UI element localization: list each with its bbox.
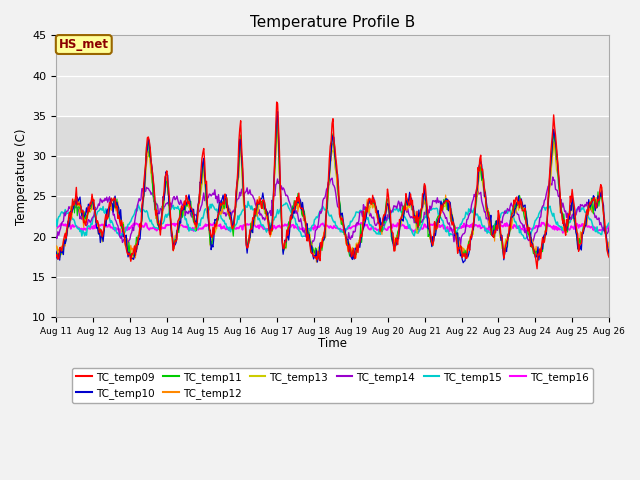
Legend: TC_temp09, TC_temp10, TC_temp11, TC_temp12, TC_temp13, TC_temp14, TC_temp15, TC_: TC_temp09, TC_temp10, TC_temp11, TC_temp… bbox=[72, 368, 593, 403]
Line: TC_temp09: TC_temp09 bbox=[56, 102, 609, 269]
TC_temp12 bbox=[605, 246, 613, 252]
TC_temp11 bbox=[423, 212, 431, 218]
TC_temp16 bbox=[152, 226, 159, 232]
Line: TC_temp11: TC_temp11 bbox=[56, 118, 609, 262]
TC_temp12 bbox=[312, 259, 320, 265]
TC_temp10 bbox=[150, 186, 157, 192]
TC_temp13 bbox=[423, 212, 431, 217]
TC_temp13 bbox=[151, 201, 159, 206]
TC_temp16 bbox=[423, 224, 431, 230]
TC_temp10 bbox=[195, 201, 202, 207]
Y-axis label: Temperature (C): Temperature (C) bbox=[15, 128, 28, 225]
TC_temp09 bbox=[470, 221, 477, 227]
TC_temp15 bbox=[303, 231, 311, 237]
TC_temp15 bbox=[605, 220, 613, 226]
TC_temp16 bbox=[304, 226, 312, 232]
TC_temp09 bbox=[195, 202, 202, 208]
TC_temp09 bbox=[303, 238, 311, 244]
TC_temp16 bbox=[380, 224, 388, 230]
TC_temp14 bbox=[605, 226, 613, 231]
TC_temp09 bbox=[150, 182, 157, 188]
Line: TC_temp12: TC_temp12 bbox=[56, 125, 609, 262]
TC_temp09 bbox=[605, 254, 613, 260]
TC_temp11 bbox=[380, 218, 388, 224]
TC_temp13 bbox=[470, 209, 478, 215]
TC_temp12 bbox=[52, 243, 60, 249]
TC_temp14 bbox=[302, 234, 310, 240]
TC_temp15 bbox=[195, 225, 202, 230]
TC_temp14 bbox=[378, 229, 386, 235]
TC_temp12 bbox=[195, 202, 202, 207]
TC_temp15 bbox=[521, 236, 529, 241]
TC_temp14 bbox=[195, 209, 202, 215]
Line: TC_temp13: TC_temp13 bbox=[56, 131, 609, 260]
TC_temp15 bbox=[244, 199, 252, 204]
TC_temp12 bbox=[274, 122, 282, 128]
TC_temp14 bbox=[470, 196, 477, 202]
TC_temp13 bbox=[128, 257, 136, 263]
TC_temp09 bbox=[273, 99, 280, 105]
X-axis label: Time: Time bbox=[318, 337, 347, 350]
Line: TC_temp15: TC_temp15 bbox=[56, 202, 609, 239]
TC_temp15 bbox=[52, 216, 60, 222]
TC_temp12 bbox=[303, 229, 311, 235]
TC_temp10 bbox=[303, 221, 311, 227]
TC_temp11 bbox=[52, 250, 60, 255]
TC_temp14 bbox=[150, 199, 157, 204]
TC_temp10 bbox=[422, 198, 430, 204]
TC_temp10 bbox=[460, 260, 467, 265]
TC_temp13 bbox=[605, 241, 613, 247]
TC_temp14 bbox=[456, 243, 464, 249]
TC_temp16 bbox=[52, 225, 60, 230]
TC_temp12 bbox=[150, 195, 157, 201]
TC_temp11 bbox=[314, 259, 321, 264]
TC_temp16 bbox=[196, 226, 204, 231]
TC_temp11 bbox=[195, 207, 202, 213]
TC_temp15 bbox=[150, 224, 157, 230]
TC_temp16 bbox=[470, 223, 478, 229]
TC_temp09 bbox=[52, 253, 60, 259]
TC_temp13 bbox=[52, 245, 60, 251]
TC_temp16 bbox=[65, 219, 73, 225]
TC_temp14 bbox=[422, 211, 429, 217]
Line: TC_temp10: TC_temp10 bbox=[56, 112, 609, 263]
TC_temp11 bbox=[605, 253, 613, 259]
TC_temp09 bbox=[379, 216, 387, 222]
TC_temp13 bbox=[273, 128, 280, 134]
TC_temp09 bbox=[533, 266, 541, 272]
TC_temp12 bbox=[423, 208, 431, 214]
Bar bbox=[56, 36, 609, 116]
Line: TC_temp14: TC_temp14 bbox=[56, 177, 609, 246]
TC_temp09 bbox=[422, 194, 430, 200]
TC_temp16 bbox=[116, 231, 124, 237]
TC_temp13 bbox=[380, 212, 388, 218]
TC_temp11 bbox=[150, 195, 157, 201]
TC_temp12 bbox=[470, 215, 478, 220]
TC_temp10 bbox=[470, 217, 478, 223]
TC_temp14 bbox=[549, 174, 557, 180]
TC_temp11 bbox=[470, 208, 478, 214]
TC_temp10 bbox=[379, 220, 387, 226]
TC_temp10 bbox=[52, 249, 60, 254]
TC_temp10 bbox=[605, 251, 613, 256]
TC_temp14 bbox=[52, 234, 60, 240]
TC_temp15 bbox=[422, 215, 430, 220]
TC_temp11 bbox=[303, 228, 311, 233]
TC_temp12 bbox=[380, 220, 388, 226]
TC_temp15 bbox=[379, 227, 387, 233]
TC_temp10 bbox=[274, 109, 282, 115]
Text: HS_met: HS_met bbox=[59, 38, 109, 51]
TC_temp13 bbox=[304, 227, 312, 232]
TC_temp11 bbox=[273, 115, 280, 121]
Line: TC_temp16: TC_temp16 bbox=[56, 222, 609, 234]
TC_temp13 bbox=[195, 202, 203, 207]
TC_temp16 bbox=[605, 222, 613, 228]
TC_temp15 bbox=[470, 207, 477, 213]
Title: Temperature Profile B: Temperature Profile B bbox=[250, 15, 415, 30]
